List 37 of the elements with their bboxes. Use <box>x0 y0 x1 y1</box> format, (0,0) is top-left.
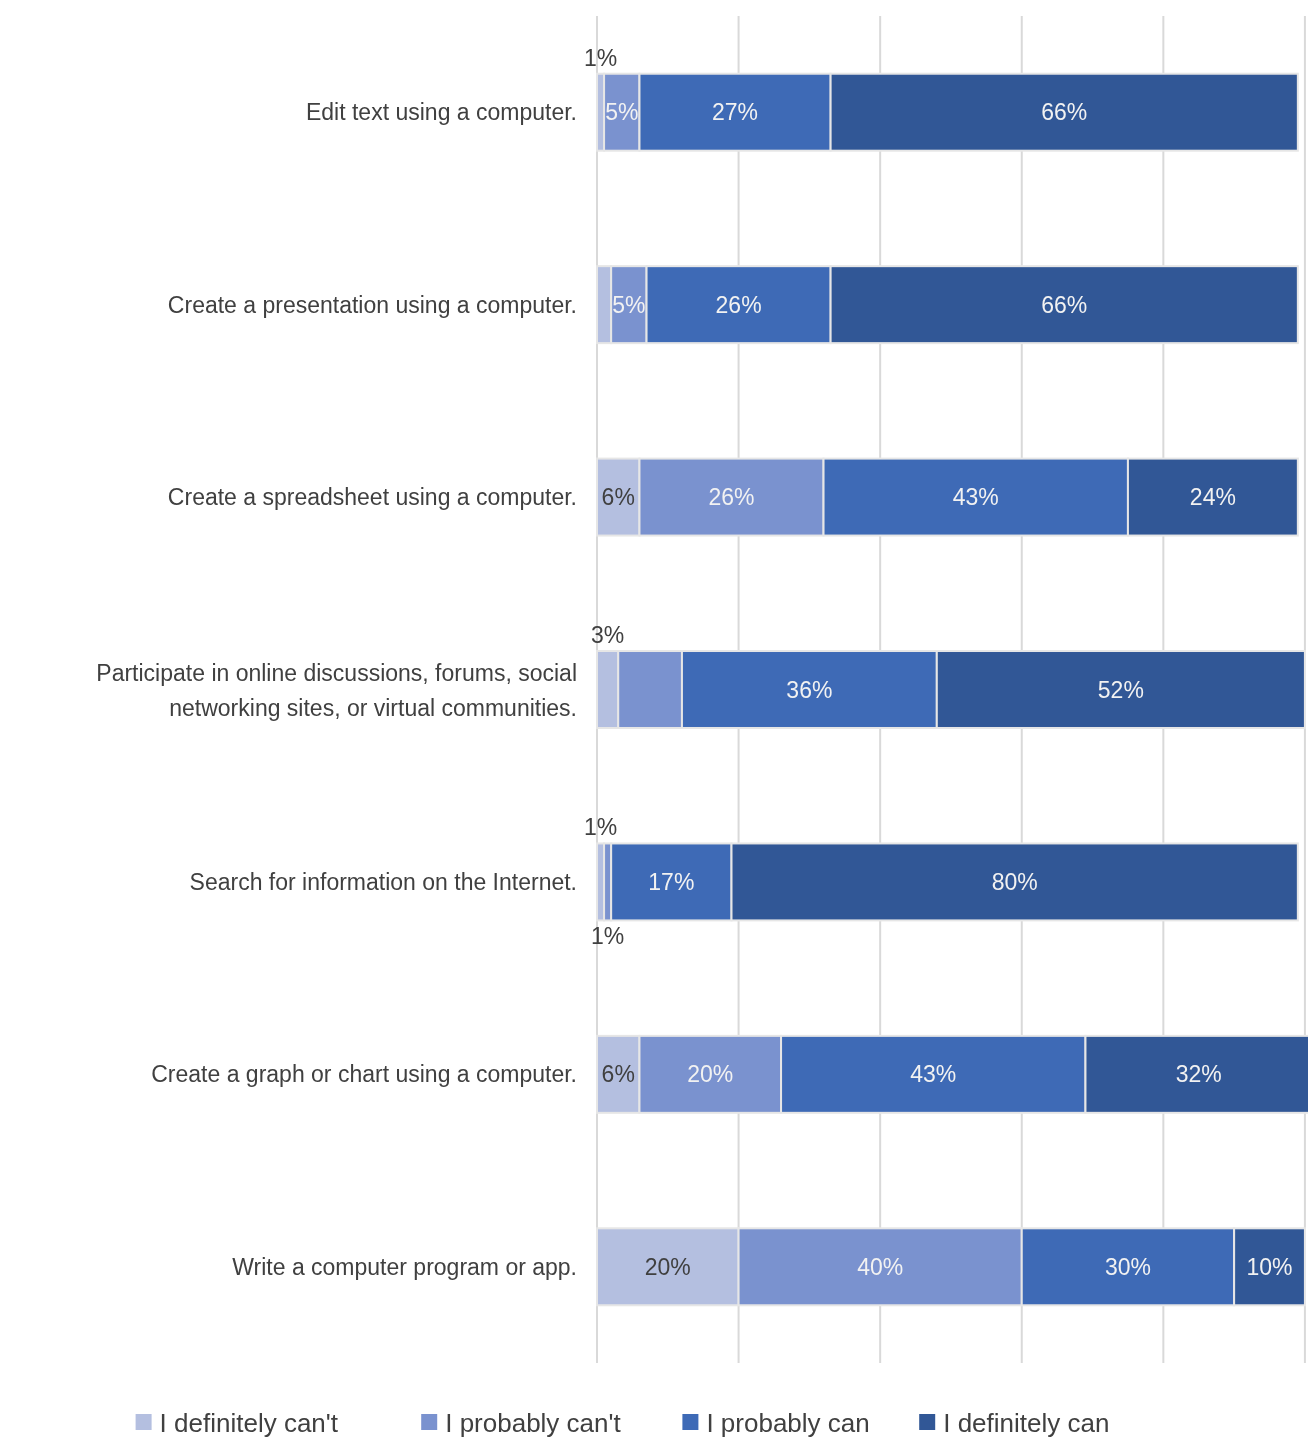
data-label: 1% <box>583 44 618 71</box>
data-label: 10% <box>1246 1253 1293 1280</box>
data-label: 1% <box>583 814 618 841</box>
data-label: 20% <box>687 1061 734 1088</box>
legend-label: I definitely can't <box>159 1408 339 1438</box>
y-tick-label: Participate in online discussions, forums, social networking sites, or virtual communities. <box>96 659 577 721</box>
data-label: 43% <box>910 1061 957 1088</box>
data-label: 5% <box>605 99 639 126</box>
y-tick-label: Create a graph or chart using a computer. <box>151 1061 577 1088</box>
legend-label: I definitely can <box>943 1408 1110 1438</box>
data-label: 17% <box>648 868 695 895</box>
data-label: 24% <box>1189 484 1236 511</box>
data-label: 30% <box>1104 1253 1151 1280</box>
data-label: 40% <box>857 1253 904 1280</box>
legend-label: I probably can't <box>445 1408 622 1438</box>
data-label: 6% <box>601 484 635 511</box>
data-label: 43% <box>952 484 999 511</box>
data-label: 52% <box>1097 676 1144 703</box>
data-label: 66% <box>1041 291 1088 318</box>
y-tick-label: Write a computer program or app. <box>232 1253 577 1280</box>
data-label: 66% <box>1041 99 1088 126</box>
y-tick-label: Search for information on the Internet. <box>189 868 577 895</box>
data-label: 5% <box>612 291 646 318</box>
data-label: 36% <box>786 676 833 703</box>
data-label: 80% <box>991 868 1038 895</box>
data-label: 20% <box>644 1253 691 1280</box>
y-tick-label: Create a presentation using a computer. <box>167 291 577 318</box>
data-label: 26% <box>708 484 755 511</box>
y-tick-label: Create a spreadsheet using a computer. <box>167 484 577 511</box>
data-label: 32% <box>1175 1061 1222 1088</box>
data-label: 1% <box>590 923 625 950</box>
legend-label: I probably can <box>706 1408 870 1438</box>
data-label: 6% <box>601 1061 635 1088</box>
data-label: 26% <box>715 291 762 318</box>
y-tick-label: Edit text using a computer. <box>305 99 577 126</box>
data-label: 3% <box>590 622 625 649</box>
data-label: 27% <box>712 99 759 126</box>
